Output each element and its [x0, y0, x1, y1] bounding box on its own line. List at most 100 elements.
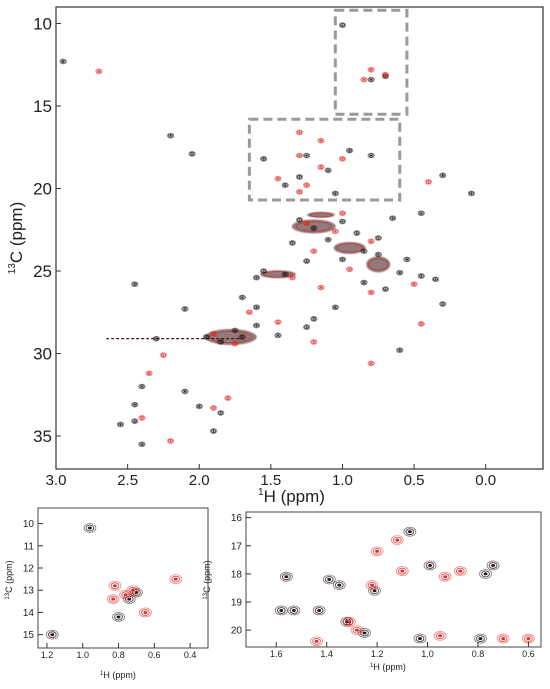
black-peak: [389, 215, 397, 222]
red-peak: [138, 415, 146, 421]
red-peak: [310, 339, 318, 345]
y-tick-label: 25: [33, 262, 52, 281]
red-peak: [303, 182, 311, 189]
black-peak: [360, 248, 368, 255]
x-tick-label: 1.0: [76, 650, 89, 660]
red-peak: [317, 284, 325, 291]
x-tick-label: 0.5: [404, 472, 425, 489]
red-peak: [367, 289, 375, 296]
red-peak: [295, 152, 304, 159]
red-peak: [295, 129, 304, 136]
x-tick-label: 1.4: [320, 649, 333, 659]
black-peak: [439, 301, 447, 307]
red-peak: [433, 630, 447, 641]
black-peak: [238, 294, 246, 301]
x-tick-label: 1.2: [371, 649, 384, 659]
main-y-label-sup: 13: [7, 263, 18, 275]
inset1-y-axis-ticks: 10 11 12 13 14 15: [23, 519, 43, 641]
y-tick-label: 18: [231, 569, 243, 580]
red-peak: [370, 546, 384, 557]
red-peak: [317, 164, 325, 170]
black-peak: [403, 526, 417, 537]
red-peak: [274, 175, 282, 182]
inset1-plot-frame: [37, 507, 209, 649]
red-peak: [410, 281, 418, 288]
inset2-x-label-text: H (ppm): [373, 662, 406, 672]
black-peak: [338, 218, 347, 225]
black-peak: [367, 76, 375, 83]
black-peak: [281, 271, 289, 278]
dense-peak-contour: [309, 212, 333, 218]
main-x-label-text: H (ppm): [264, 487, 325, 506]
black-peak: [131, 401, 139, 408]
black-peak: [338, 256, 347, 263]
black-peak: [396, 269, 404, 276]
black-peak: [59, 58, 67, 65]
red-peak: [95, 68, 103, 75]
black-peak: [138, 441, 146, 448]
red-peak: [274, 319, 282, 325]
red-peak: [424, 179, 433, 185]
inset2-x-axis-ticks: 1.6 1.4 1.2 1.0 0.8 0.6: [270, 642, 535, 659]
black-peak: [260, 268, 268, 274]
main-x-axis-ticks: 3.0 2.5 2.0 1.5 1.0 0.5 0.0: [46, 464, 496, 489]
red-peak: [453, 566, 467, 576]
red-peak: [145, 370, 153, 377]
red-peak: [159, 352, 168, 358]
black-peak: [423, 560, 437, 571]
red-peak: [367, 238, 375, 245]
black-peak: [252, 322, 261, 329]
red-peak: [126, 585, 140, 596]
red-peak: [166, 438, 175, 444]
x-tick-label: 0.8: [112, 650, 125, 660]
inset1-x-label-sup: 1: [100, 671, 104, 677]
main-spectrum-panel: 3.0 2.5 2.0 1.5 1.0 0.5 0.0 10 15 20 25 30 35 1H (p…: [7, 6, 544, 506]
black-peak: [260, 156, 268, 162]
black-peak: [112, 611, 125, 622]
y-tick-label: 16: [231, 513, 243, 524]
red-peak: [367, 360, 375, 367]
main-y-label-text: C (ppm): [7, 202, 26, 263]
black-peak: [312, 605, 326, 616]
x-tick-label: 3.0: [46, 472, 67, 489]
red-peak: [390, 535, 404, 546]
x-tick-label: 0.8: [472, 649, 485, 659]
inset1-x-label-text: H (ppm): [103, 670, 136, 680]
black-peak: [324, 236, 332, 243]
red-peak: [295, 189, 304, 195]
black-peak: [396, 347, 404, 354]
y-tick-label: 19: [231, 598, 243, 609]
x-tick-label: 0.4: [184, 650, 197, 660]
y-tick-label: 20: [33, 179, 52, 198]
highlight-box: [333, 8, 409, 116]
inset1-x-axis-label: 1H (ppm): [100, 670, 136, 680]
inset2-peaks: [274, 526, 535, 647]
y-tick-label: 15: [33, 97, 52, 116]
black-peak: [188, 151, 196, 157]
dense-peak-contour: [263, 271, 293, 278]
red-peak: [310, 248, 318, 255]
inset1-y-label-text: C (ppm): [4, 560, 14, 593]
inset-panel-1: 1.2 1.0 0.8 0.6 0.4 10 11 12 13 14 15 1H (ppm) 13…: [4, 507, 209, 680]
black-peak: [360, 279, 368, 286]
black-peak: [152, 335, 160, 342]
black-peak: [181, 306, 189, 312]
black-peak: [303, 258, 311, 264]
inset2-y-axis-label: 13C (ppm): [202, 560, 212, 599]
y-tick-label: 20: [231, 626, 243, 637]
red-peak: [365, 580, 379, 591]
black-peak: [331, 190, 339, 197]
black-peak: [181, 388, 189, 395]
red-peak: [106, 594, 120, 605]
black-peak: [346, 147, 354, 154]
inset2-y-axis-ticks: 16 17 18 19 20: [231, 513, 251, 637]
x-tick-label: 1.0: [421, 649, 434, 659]
black-peak: [358, 628, 371, 638]
red-peak: [338, 210, 347, 217]
red-peak: [209, 405, 218, 411]
black-peak: [288, 240, 296, 246]
main-plot-frame: [55, 6, 544, 470]
y-tick-label: 15: [23, 630, 35, 641]
black-peak: [279, 571, 293, 582]
